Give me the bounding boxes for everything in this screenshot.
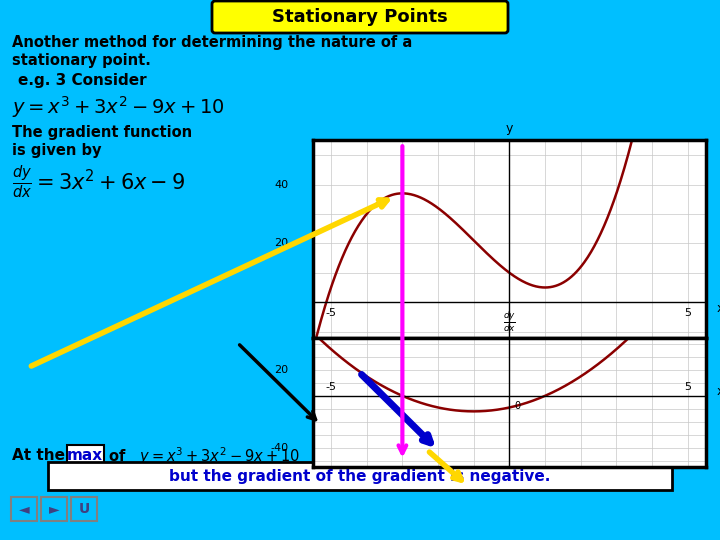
Text: stationary point.: stationary point. <box>12 53 151 69</box>
FancyBboxPatch shape <box>67 445 104 467</box>
Text: $\frac{dy}{dx} = 3x^2 + 6x - 9$: $\frac{dy}{dx} = 3x^2 + 6x - 9$ <box>12 163 186 201</box>
Text: y: y <box>505 122 513 134</box>
Text: 0: 0 <box>515 401 521 411</box>
Text: of   $y = x^3 + 3x^2 - 9x + 10$   the gradient is 0: of $y = x^3 + 3x^2 - 9x + 10$ the gradie… <box>108 445 452 467</box>
FancyBboxPatch shape <box>11 497 37 521</box>
Text: 20: 20 <box>274 365 288 375</box>
FancyBboxPatch shape <box>212 1 508 33</box>
Text: Stationary Points: Stationary Points <box>272 8 448 26</box>
Text: 5: 5 <box>684 382 691 392</box>
FancyBboxPatch shape <box>71 497 97 521</box>
FancyBboxPatch shape <box>48 462 672 490</box>
Text: 20: 20 <box>274 238 288 248</box>
Text: Another method for determining the nature of a: Another method for determining the natur… <box>12 35 413 50</box>
FancyBboxPatch shape <box>41 497 67 521</box>
Text: -5: -5 <box>325 382 336 392</box>
Text: At the: At the <box>12 449 71 463</box>
Text: U: U <box>78 502 89 516</box>
Text: max: max <box>67 449 103 463</box>
Text: -5: -5 <box>325 308 336 318</box>
Text: x: x <box>716 386 720 399</box>
Text: ►: ► <box>49 502 59 516</box>
Text: e.g. 3 Consider: e.g. 3 Consider <box>18 72 147 87</box>
Text: but the gradient of the gradient is negative.: but the gradient of the gradient is nega… <box>169 469 551 483</box>
Text: $\frac{dy}{dx}$: $\frac{dy}{dx}$ <box>503 309 516 334</box>
Text: -40: -40 <box>270 443 288 453</box>
Text: 5: 5 <box>684 308 691 318</box>
Text: $y = x^3 + 3x^2 - 9x + 10$: $y = x^3 + 3x^2 - 9x + 10$ <box>12 94 225 120</box>
Text: The gradient function: The gradient function <box>12 125 192 140</box>
Text: 40: 40 <box>274 179 288 190</box>
Text: is given by: is given by <box>12 144 102 159</box>
Text: -5: -5 <box>325 349 336 359</box>
Text: x: x <box>716 301 720 315</box>
Text: 5: 5 <box>684 349 691 359</box>
Text: ◄: ◄ <box>19 502 30 516</box>
